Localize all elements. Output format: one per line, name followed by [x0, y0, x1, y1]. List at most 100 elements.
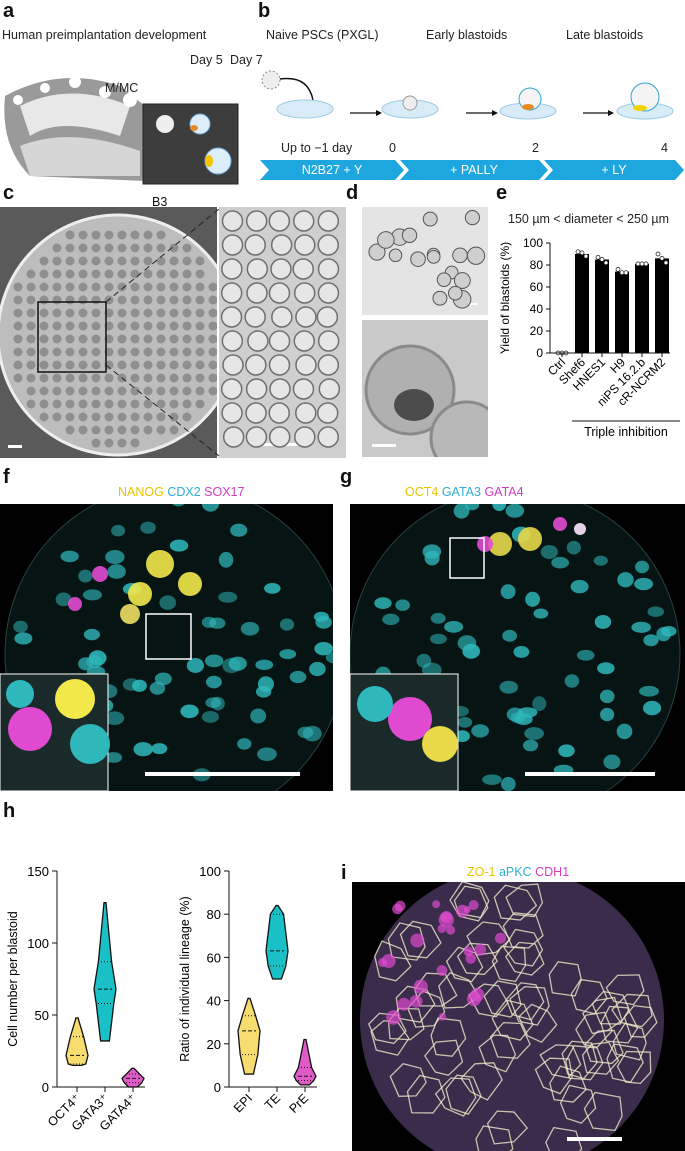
blastoid-closeup-image [362, 320, 488, 457]
data-point [595, 254, 601, 260]
y-tick-label: 100 [27, 936, 49, 951]
stain-oct4: OCT4 [405, 485, 439, 499]
data-point [643, 261, 649, 267]
panel-label-h: h [3, 800, 16, 822]
panel-label-a: a [3, 0, 15, 22]
scale-bar [525, 772, 655, 776]
stain-legend-f: NANOG CDX2 SOX17 [118, 485, 244, 499]
stain-zo1: ZO-1 [467, 865, 496, 879]
data-point [635, 261, 641, 267]
panel-label-d: d [346, 182, 359, 204]
day7-label: Day 7 [230, 53, 263, 67]
medium-ly: + LY [544, 160, 684, 180]
data-point [615, 267, 621, 272]
stain-legend-i: ZO-1 aPKC CDH1 [467, 865, 569, 879]
violin [293, 1038, 317, 1086]
y-tick-label: 40 [207, 994, 221, 1009]
stain-sox17: SOX17 [204, 485, 245, 499]
uterus-drawing [4, 76, 239, 185]
chart-h-lineage-ratio: 0 20 40 60 80 100 Ratio of individual lineage … [178, 864, 317, 1116]
mmc-label: M/MC [105, 81, 139, 95]
y-axis-label: Ratio of individual lineage (%) [178, 896, 192, 1061]
bar [655, 258, 669, 353]
immunofluorescence-image-f [0, 504, 333, 791]
zoomed-microwell-image [219, 207, 346, 458]
y-axis-label: Yield of blastoids (%) [498, 242, 512, 354]
stage-late: Late blastoids [566, 28, 644, 42]
stage-naive: Naive PSCs (PXGL) [266, 28, 379, 42]
y-tick-label: 0 [214, 1080, 221, 1095]
panel-label-i: i [341, 862, 347, 884]
data-point [623, 270, 629, 276]
data-point [579, 250, 585, 256]
bar [575, 254, 589, 353]
time-day4: 4 [661, 141, 668, 155]
data-point [659, 256, 665, 261]
uterus-illustration [0, 66, 240, 186]
b3-label: B3 [152, 195, 168, 209]
y-tick-label: 20 [530, 324, 544, 338]
scale-bar [567, 1137, 622, 1141]
stain-nanog: NANOG [118, 485, 164, 499]
y-tick-label: 20 [207, 1037, 221, 1052]
y-tick-label: 60 [530, 280, 544, 294]
blastoids-brightfield-image [362, 207, 488, 315]
immunofluorescence-image-g [350, 504, 685, 791]
time-day2: 2 [532, 141, 539, 155]
y-tick-label: 80 [207, 907, 221, 922]
y-axis-label: Cell number per blastoid [6, 911, 20, 1047]
bar [615, 271, 629, 353]
bar [595, 259, 609, 353]
medium-pally: + PALLY [400, 160, 548, 180]
stain-legend-g: OCT4 GATA3 GATA4 [405, 485, 524, 499]
violin [237, 997, 261, 1075]
y-tick-label: 100 [199, 864, 221, 879]
violin [65, 1017, 89, 1067]
x-tick-label: EPI [231, 1091, 255, 1115]
y-tick-label: 40 [530, 302, 544, 316]
day5-label: Day 5 [190, 53, 223, 67]
panel-a-title: Human preimplantation development [2, 28, 207, 42]
data-point [599, 257, 605, 262]
y-tick-label: 0 [42, 1080, 49, 1095]
stain-cdh1: CDH1 [535, 865, 570, 879]
zoom-lines [105, 208, 220, 457]
data-point [663, 260, 669, 266]
panel-label-g: g [340, 466, 353, 488]
x-tick-label: PrE [286, 1091, 311, 1116]
data-point [603, 260, 609, 266]
microwell-array-image [0, 207, 217, 458]
data-point [639, 261, 645, 267]
y-tick-label: 0 [536, 346, 543, 360]
data-point [575, 249, 581, 255]
medium-n2b27: N2B27 + Y [260, 160, 404, 180]
group-label: Triple inhibition [584, 425, 668, 439]
stage-early: Early blastoids [426, 28, 508, 42]
data-point [655, 251, 661, 257]
panel-label-e: e [496, 182, 508, 204]
protocol-schematic [261, 70, 674, 120]
y-tick-label: 60 [207, 950, 221, 965]
stain-gata4: GATA4 [484, 485, 524, 499]
time-day0: 0 [389, 141, 396, 155]
stain-cdx2: CDX2 [167, 485, 201, 499]
scale-bar [145, 772, 300, 776]
violin [93, 902, 117, 1042]
y-tick-label: 100 [523, 236, 543, 250]
violin [265, 904, 289, 980]
y-tick-label: 50 [35, 1008, 49, 1023]
data-point [619, 270, 625, 276]
x-tick-label: TE [262, 1091, 283, 1112]
violin [121, 1067, 145, 1088]
chart-e-title: 150 µm < diameter < 250 µm [508, 212, 670, 226]
y-tick-label: 150 [27, 864, 49, 879]
stain-gata3: GATA3 [441, 485, 481, 499]
panel-label-b: b [258, 0, 271, 22]
immunofluorescence-image-i [352, 882, 685, 1151]
y-tick-label: 80 [530, 258, 544, 272]
data-point [583, 253, 589, 259]
time-start: Up to −1 day [281, 141, 353, 155]
bar [635, 263, 649, 353]
